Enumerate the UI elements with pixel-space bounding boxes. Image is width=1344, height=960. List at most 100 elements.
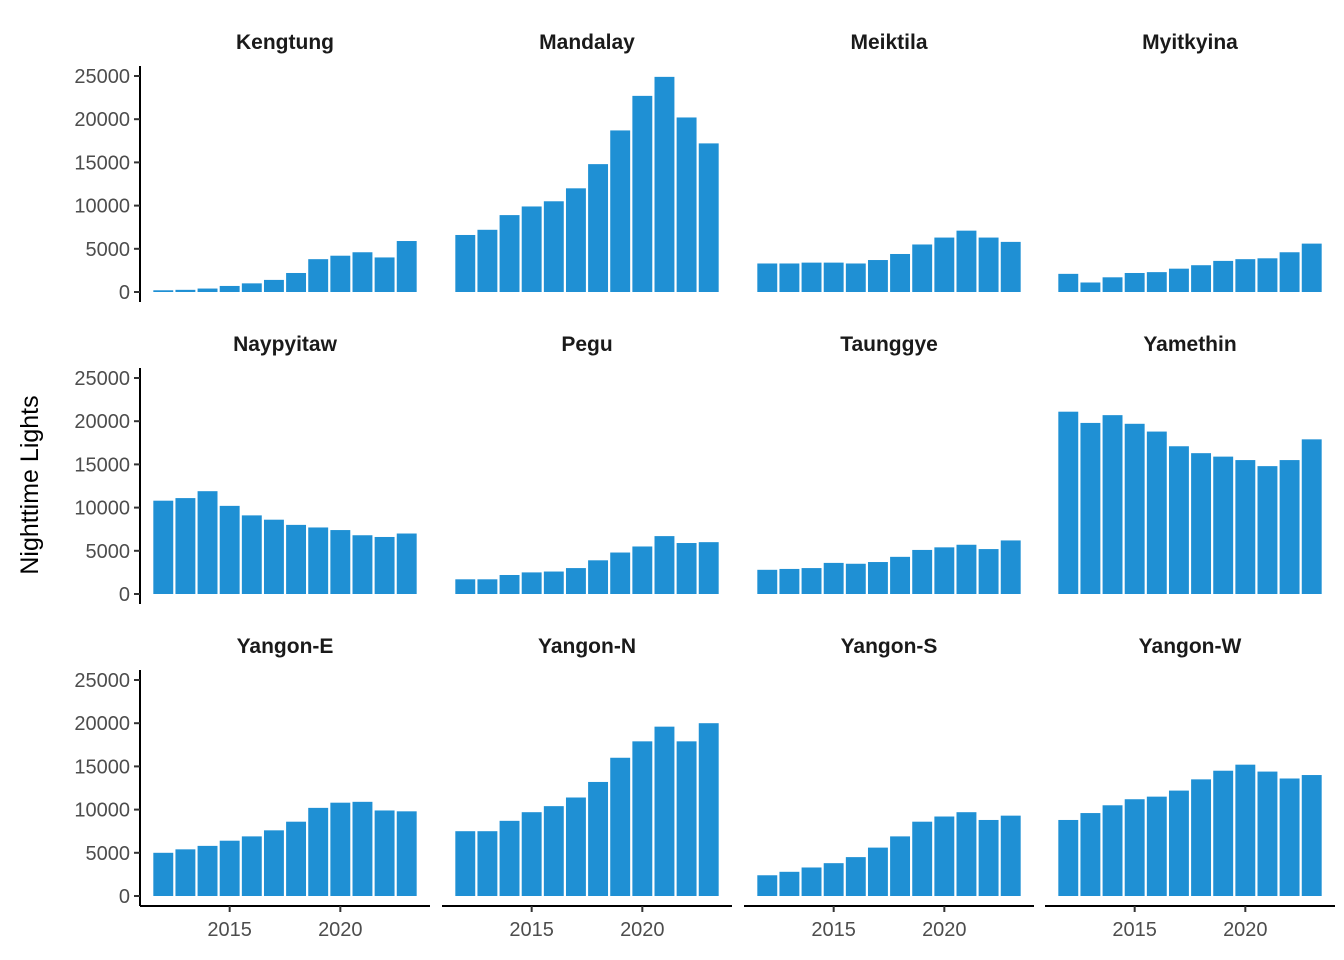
y-tick-label: 10000 <box>74 800 130 822</box>
bar <box>912 821 933 896</box>
bar <box>676 741 697 896</box>
y-tick-label: 5000 <box>86 541 131 563</box>
bar <box>175 498 196 594</box>
y-tick-label: 20000 <box>74 411 130 433</box>
panel-title: Yangon-E <box>237 635 334 658</box>
bar <box>779 871 800 896</box>
panel-title: Naypyitaw <box>233 333 338 356</box>
bar <box>1058 411 1079 594</box>
y-tick-label: 0 <box>119 886 130 908</box>
panel-yangon-e: Yangon-E 0 5000 10000 15000 20000 25000 2015 202… <box>74 635 430 941</box>
bar <box>197 845 218 896</box>
bar <box>1213 260 1234 292</box>
bar <box>1102 277 1123 292</box>
bar <box>654 726 675 896</box>
bar <box>219 285 240 292</box>
bar <box>308 259 329 292</box>
bar <box>867 562 888 594</box>
bar <box>1080 282 1101 292</box>
bar <box>1058 273 1079 292</box>
bar <box>197 491 218 594</box>
bar <box>175 289 196 292</box>
bar <box>1213 456 1234 594</box>
bar <box>543 201 564 292</box>
bar <box>330 530 351 594</box>
x-tick-label: 2020 <box>922 919 967 941</box>
y-axis-title: Nighttime Lights <box>16 395 44 574</box>
bar <box>241 283 262 292</box>
bar <box>352 252 373 292</box>
bar <box>175 849 196 896</box>
panel-yangon-w: Yangon-W 2015 2020 <box>1045 635 1335 941</box>
bar <box>1279 252 1300 292</box>
panel-title: Yamethin <box>1143 333 1236 356</box>
x-tick-label: 2020 <box>620 919 665 941</box>
bar <box>455 579 476 594</box>
bar <box>308 807 329 896</box>
bar <box>823 863 844 896</box>
bar <box>588 164 609 292</box>
bar <box>1301 439 1322 594</box>
bar <box>1301 775 1322 896</box>
bar <box>698 723 719 896</box>
bar <box>1058 819 1079 896</box>
bar <box>845 857 866 896</box>
x-tick-label: 2015 <box>207 919 252 941</box>
panel-title: Meiktila <box>850 31 927 54</box>
bar <box>1191 779 1212 896</box>
y-tick-label: 25000 <box>74 66 130 88</box>
panel-kengtung: Kengtung 0 5000 10000 15000 20000 25000 <box>74 31 417 304</box>
bar <box>477 579 498 594</box>
y-tick-label: 20000 <box>74 109 130 131</box>
bar <box>978 819 999 896</box>
panel-myitkyina: Myitkyina <box>1058 31 1322 292</box>
bar <box>956 230 977 292</box>
bar <box>632 741 653 896</box>
bar <box>823 562 844 594</box>
bar <box>676 543 697 594</box>
bar <box>308 527 329 594</box>
bar <box>219 840 240 896</box>
bar <box>801 262 822 292</box>
bar <box>219 505 240 594</box>
bar <box>1080 813 1101 896</box>
bar <box>1213 770 1234 896</box>
bar <box>1000 815 1021 896</box>
bar <box>477 229 498 292</box>
panel-title: Pegu <box>561 333 612 356</box>
bar <box>912 244 933 292</box>
bar <box>1257 771 1278 896</box>
bar <box>1279 460 1300 594</box>
bar <box>978 237 999 292</box>
x-tick-label: 2020 <box>1223 919 1268 941</box>
bar <box>1168 268 1189 292</box>
bar <box>153 852 174 896</box>
bar <box>823 262 844 292</box>
bar <box>1000 540 1021 594</box>
panel-title: Yangon-S <box>841 635 938 658</box>
x-tick-label: 2020 <box>318 919 363 941</box>
panel-pegu: Pegu <box>455 333 719 594</box>
bar <box>890 253 911 292</box>
bar <box>588 560 609 594</box>
bar <box>197 288 218 292</box>
bar <box>499 574 520 594</box>
bar <box>1146 431 1167 594</box>
bar <box>374 536 395 594</box>
y-tick-label: 5000 <box>86 239 131 261</box>
panels: Kengtung 0 5000 10000 15000 20000 25000 Mandala… <box>74 31 1335 941</box>
y-tick-label: 20000 <box>74 713 130 735</box>
bar <box>330 255 351 292</box>
bar <box>801 867 822 896</box>
bar <box>956 544 977 594</box>
bar <box>934 547 955 594</box>
bar <box>565 188 586 292</box>
bar <box>477 831 498 896</box>
bar <box>845 263 866 292</box>
bar <box>890 556 911 594</box>
bar <box>632 546 653 594</box>
bar <box>1124 272 1145 292</box>
panel-title: Kengtung <box>236 31 334 54</box>
bar <box>396 241 417 292</box>
bar <box>521 572 542 594</box>
